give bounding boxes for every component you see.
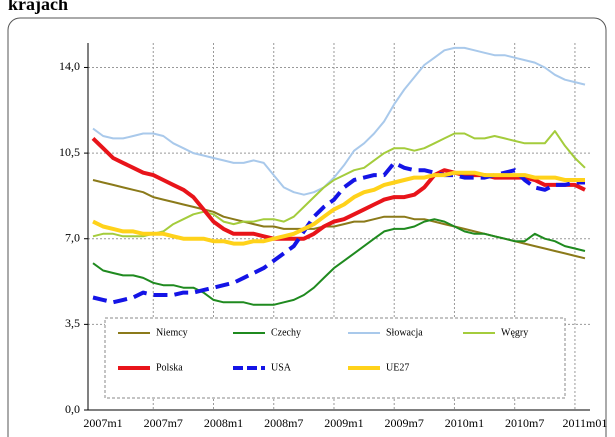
legend-label: Polska bbox=[156, 362, 183, 373]
legend-label: UE27 bbox=[386, 362, 409, 373]
legend-label: Czechy bbox=[271, 327, 301, 338]
y-tick-label: 0,0 bbox=[65, 402, 80, 416]
x-tick-label: 2007m7 bbox=[144, 416, 183, 430]
series-line bbox=[92, 170, 585, 246]
x-tick-label: 2011m01 bbox=[562, 416, 607, 430]
series-line bbox=[92, 46, 586, 196]
series-line bbox=[92, 130, 586, 238]
x-tick-label: 2010m7 bbox=[505, 416, 544, 430]
legend-label: Słowacja bbox=[386, 327, 423, 338]
chart-title: krajach bbox=[8, 0, 68, 14]
x-tick-label: 2009m7 bbox=[385, 416, 424, 430]
series-line bbox=[91, 136, 586, 241]
x-tick-label: 2007m1 bbox=[83, 416, 122, 430]
y-tick-label: 14,0 bbox=[59, 59, 80, 73]
x-tick-label: 2010m1 bbox=[445, 416, 484, 430]
legend-label: USA bbox=[271, 362, 292, 373]
x-tick-label: 2008m7 bbox=[264, 416, 303, 430]
legend-label: Niemcy bbox=[156, 327, 188, 338]
legend-label: Węgry bbox=[501, 327, 528, 338]
y-tick-label: 10,5 bbox=[59, 145, 80, 159]
y-tick-label: 3,5 bbox=[65, 316, 80, 330]
y-tick-label: 7,0 bbox=[65, 230, 80, 244]
series-line bbox=[92, 218, 586, 306]
x-tick-label: 2008m1 bbox=[204, 416, 243, 430]
x-tick-label: 2009m1 bbox=[324, 416, 363, 430]
legend-box bbox=[104, 317, 566, 399]
